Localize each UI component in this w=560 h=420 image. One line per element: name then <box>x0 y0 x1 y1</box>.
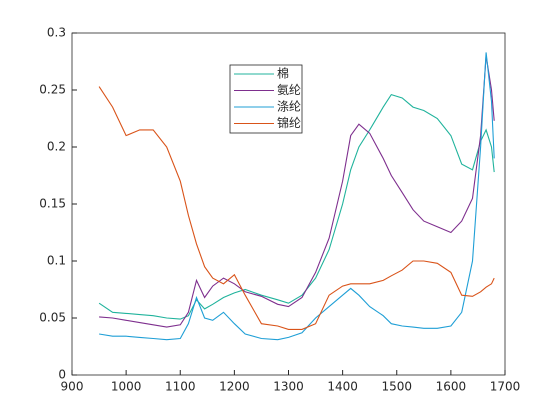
x-tick-label: 1100 <box>165 380 196 394</box>
y-tick-label: 0.2 <box>47 140 66 154</box>
y-tick-label: 0.3 <box>47 26 66 40</box>
legend-box <box>229 64 303 134</box>
line-series <box>99 55 495 328</box>
line-series <box>98 86 495 330</box>
x-tick-label: 900 <box>61 380 84 394</box>
y-tick-label: 0.25 <box>39 83 66 97</box>
x-tick-label: 1000 <box>111 380 142 394</box>
x-tick-label: 1600 <box>436 380 467 394</box>
x-tick-label: 1400 <box>327 380 358 394</box>
x-tick-label: 1300 <box>273 380 304 394</box>
y-tick-label: 0.15 <box>39 197 66 211</box>
legend-label: 棉 <box>277 67 289 81</box>
x-tick-label: 1700 <box>490 380 521 394</box>
x-tick-label: 1200 <box>219 380 250 394</box>
x-tick-label: 1500 <box>381 380 412 394</box>
y-tick-label: 0 <box>58 368 66 382</box>
y-tick-label: 0.05 <box>39 311 66 325</box>
legend-label: 锦纶 <box>277 116 301 130</box>
legend-label: 氨纶 <box>277 83 301 97</box>
line-series <box>99 52 495 341</box>
line-series <box>98 93 495 320</box>
legend-label: 涤纶 <box>277 100 301 114</box>
y-tick-label: 0.1 <box>47 254 66 268</box>
